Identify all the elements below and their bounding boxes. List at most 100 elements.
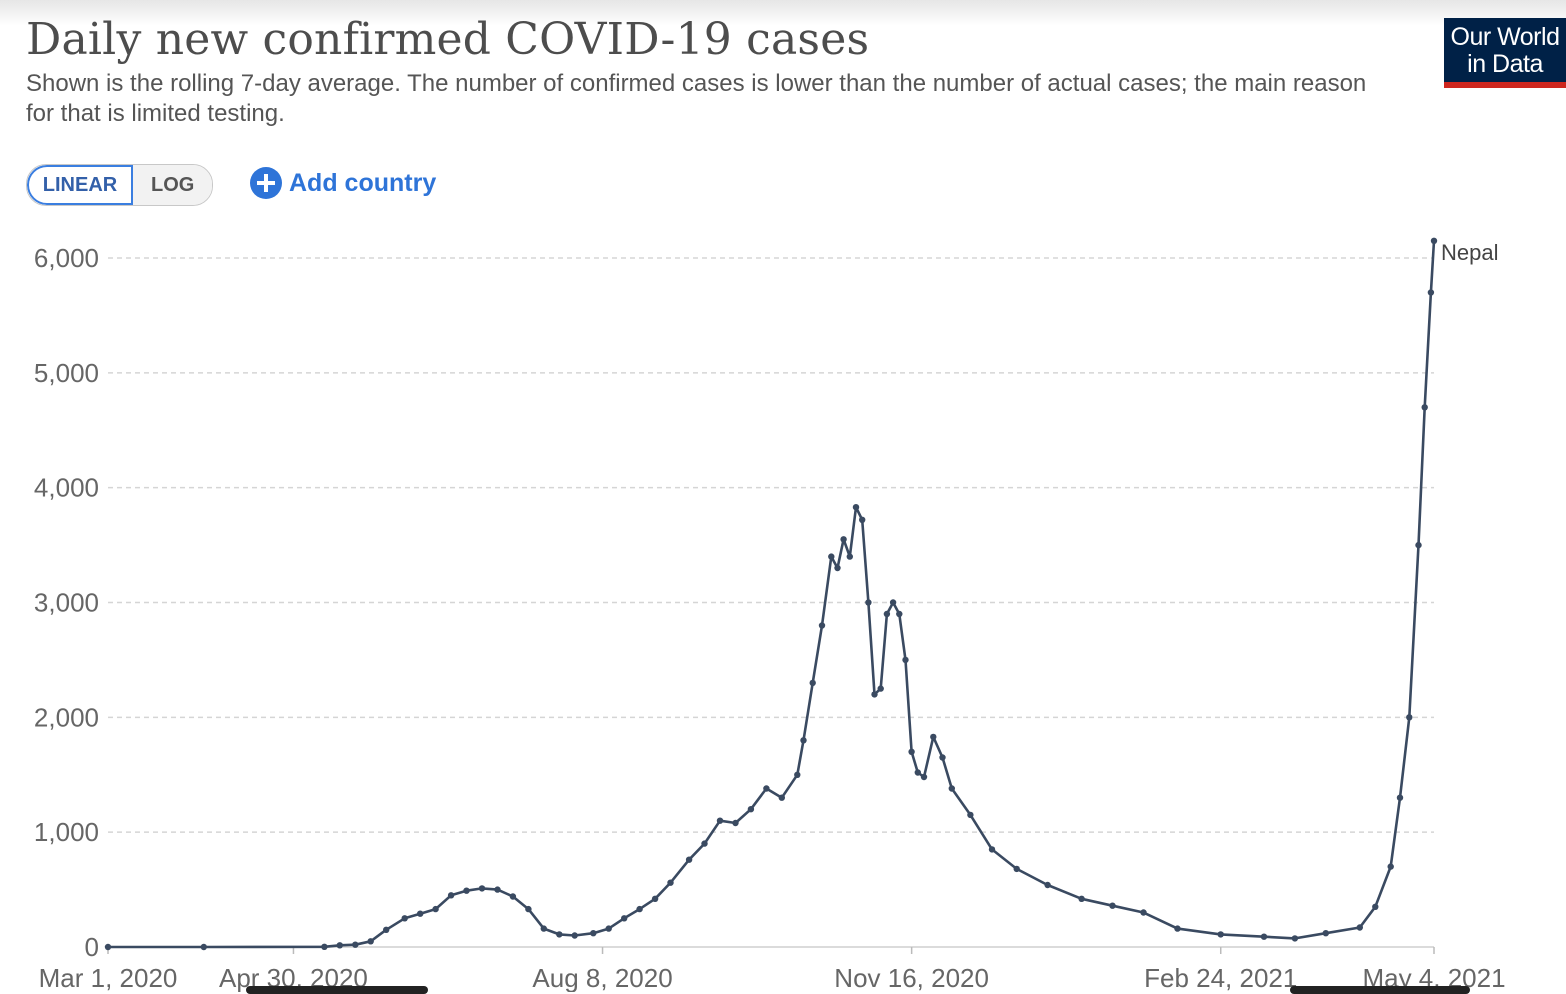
- data-point: [948, 785, 955, 792]
- y-tick-label: 0: [85, 932, 99, 962]
- add-country-label: Add country: [289, 168, 437, 197]
- data-point: [1260, 933, 1268, 940]
- data-point: [809, 679, 816, 687]
- data-point: [383, 926, 390, 933]
- add-country-button[interactable]: Add country: [250, 166, 436, 200]
- data-point: [800, 737, 807, 744]
- data-point: [1372, 903, 1379, 910]
- data-point: [336, 942, 343, 949]
- data-point: [871, 691, 878, 698]
- chart-subtitle: Shown is the rolling 7-day average. The …: [26, 70, 1367, 127]
- data-point: [447, 892, 455, 899]
- gridlines: [108, 257, 1434, 833]
- data-point: [621, 915, 628, 922]
- data-point: [747, 806, 755, 813]
- data-point: [939, 754, 946, 761]
- data-point: [401, 915, 408, 922]
- data-point: [556, 931, 563, 938]
- data-point: [1291, 935, 1299, 942]
- data-point: [636, 905, 643, 913]
- plus-circle-icon: [250, 167, 282, 199]
- series-line: [108, 240, 1436, 949]
- x-tick-label: Feb 24, 2021: [1144, 963, 1297, 992]
- data-point: [883, 610, 891, 618]
- y-tick-label: 1,000: [34, 817, 99, 847]
- data-point: [834, 564, 841, 572]
- data-point: [200, 943, 207, 951]
- scrollbar-thumb[interactable]: [1290, 986, 1470, 994]
- data-point: [571, 932, 578, 939]
- owid-logo[interactable]: Our World in Data: [1444, 18, 1566, 88]
- data-point: [540, 925, 547, 932]
- data-point: [1421, 404, 1428, 411]
- data-point: [321, 943, 328, 950]
- data-point: [432, 905, 439, 913]
- data-point: [494, 886, 501, 893]
- data-point: [902, 656, 909, 664]
- y-tick-label: 4,000: [34, 473, 99, 503]
- x-tick-label: Aug 8, 2020: [532, 963, 672, 992]
- linear-scale-button[interactable]: LINEAR: [27, 165, 133, 205]
- data-point: [1044, 881, 1051, 889]
- logo-line-2: in Data: [1467, 50, 1543, 78]
- y-tick-label: 6,000: [34, 243, 99, 273]
- data-point: [828, 553, 835, 560]
- data-point: [1109, 902, 1116, 909]
- data-point: [988, 846, 996, 853]
- data-point: [778, 794, 785, 801]
- data-point: [104, 943, 112, 951]
- data-point: [914, 769, 921, 776]
- data-point: [509, 893, 517, 900]
- data-point: [859, 516, 866, 523]
- data-point: [732, 819, 739, 827]
- data-point: [605, 925, 612, 932]
- data-point: [1217, 931, 1224, 938]
- data-point: [1406, 714, 1413, 721]
- data-point: [651, 895, 659, 902]
- data-point: [1396, 794, 1404, 801]
- data-point: [852, 504, 860, 511]
- log-scale-button[interactable]: LOG: [133, 165, 213, 205]
- logo-line-1: Our World: [1450, 23, 1560, 51]
- data-point: [685, 856, 693, 863]
- data-point: [1013, 865, 1020, 873]
- data-point: [889, 599, 897, 606]
- y-tick-label: 3,000: [34, 588, 99, 618]
- scrollbar-thumb[interactable]: [246, 986, 428, 994]
- data-point: [794, 771, 801, 778]
- top-shadow: [0, 0, 1566, 26]
- data-point: [896, 610, 903, 618]
- data-point: [1140, 909, 1147, 916]
- data-point: [352, 941, 359, 948]
- data-point: [1430, 237, 1438, 244]
- data-point: [840, 536, 847, 543]
- data-point: [920, 773, 928, 781]
- data-point: [846, 553, 853, 560]
- data-point: [667, 879, 674, 886]
- data-point: [590, 930, 597, 937]
- data-point: [1387, 863, 1394, 870]
- data-point: [716, 817, 724, 824]
- data-point: [478, 885, 486, 892]
- y-tick-label: 2,000: [34, 702, 99, 732]
- data-point: [1078, 895, 1085, 902]
- y-tick-label: 5,000: [34, 358, 99, 388]
- data-point: [1356, 924, 1364, 931]
- data-point: [1427, 289, 1435, 296]
- x-tick-label: Nov 16, 2020: [834, 963, 989, 992]
- data-point: [463, 887, 470, 894]
- data-point: [525, 905, 532, 913]
- data-point: [930, 733, 937, 741]
- data-point: [763, 785, 770, 792]
- chart-title: Daily new confirmed COVID-19 cases: [26, 14, 870, 65]
- series-layer: Nepal: [104, 237, 1498, 951]
- data-point: [701, 840, 708, 847]
- data-point: [1415, 541, 1422, 549]
- scale-toggle: LINEAR LOG: [26, 164, 214, 206]
- data-point: [417, 910, 424, 917]
- series-label: Nepal: [1441, 240, 1498, 265]
- x-tick-label: Mar 1, 2020: [39, 963, 178, 992]
- data-point: [908, 748, 915, 755]
- y-axis: 0 1,000 2,000 3,000 4,000 5,000 6,000: [34, 243, 99, 962]
